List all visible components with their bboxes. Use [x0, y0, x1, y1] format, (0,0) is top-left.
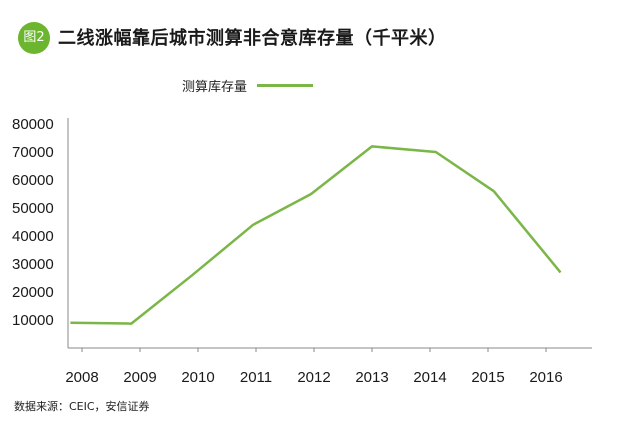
y-tick-label: 10000 — [12, 312, 54, 329]
y-tick-label: 30000 — [12, 256, 54, 273]
x-tick-label: 2010 — [181, 369, 214, 386]
x-tick-label: 2009 — [123, 369, 156, 386]
x-tick-label: 2012 — [297, 369, 330, 386]
x-tick-label: 2015 — [471, 369, 504, 386]
x-tick-label: 2013 — [355, 369, 388, 386]
legend-label: 测算库存量 — [182, 80, 248, 95]
x-tick-label: 2008 — [65, 369, 98, 386]
legend: 测算库存量 — [182, 76, 314, 95]
y-tick-label: 60000 — [12, 172, 54, 189]
y-tick-label: 20000 — [12, 284, 54, 301]
x-tick-label: 2011 — [240, 369, 272, 386]
y-tick-label: 50000 — [12, 200, 54, 217]
series-line — [70, 145, 562, 325]
y-tick-label: 70000 — [12, 144, 54, 161]
x-tick-label: 2014 — [413, 369, 446, 386]
y-tick-label: 80000 — [12, 116, 54, 133]
chart-title: 二线涨幅靠后城市测算非合意库存量（千平米） — [58, 28, 447, 49]
figure-number-badge: 图2 — [18, 22, 50, 54]
legend-swatch — [257, 84, 314, 87]
x-tick-label: 2016 — [529, 369, 562, 386]
data-source-note: 数据来源：CEIC，安信证券 — [14, 400, 150, 413]
y-tick-label: 40000 — [12, 228, 54, 245]
